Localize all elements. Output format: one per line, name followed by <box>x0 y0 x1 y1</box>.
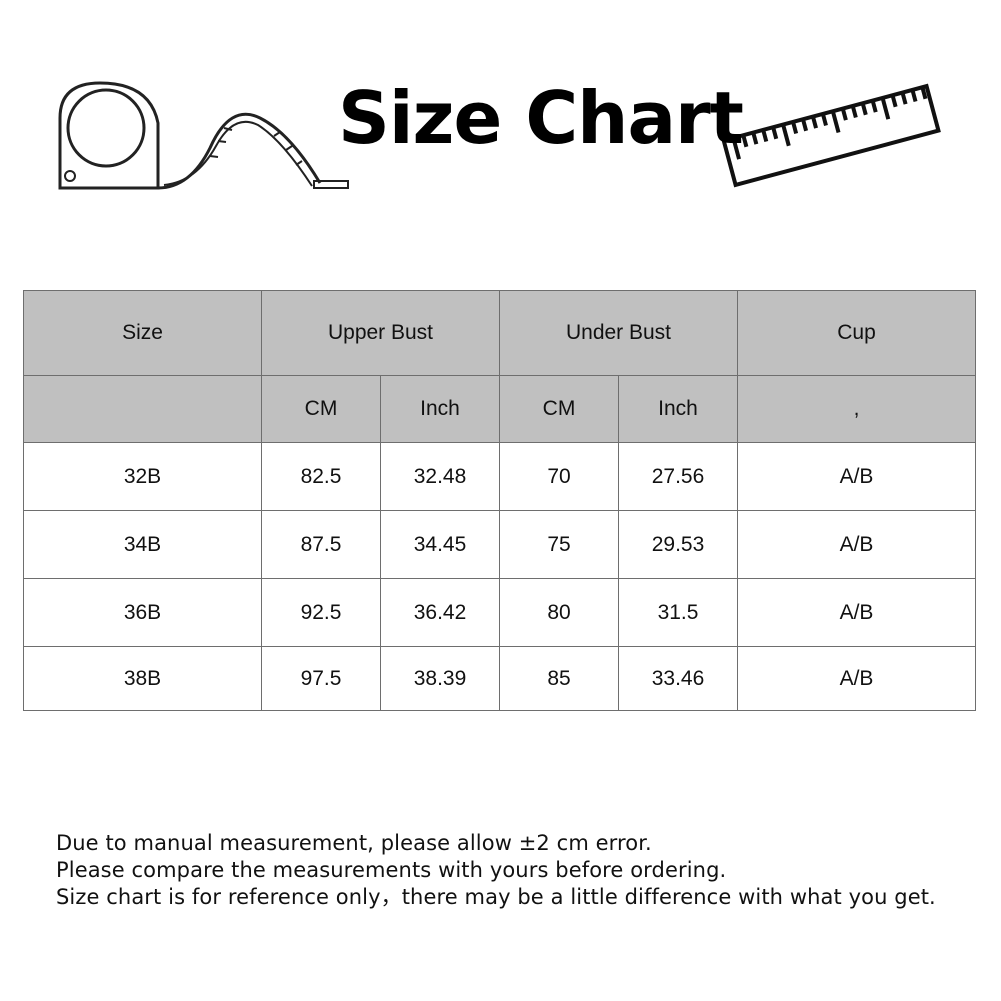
header-cup: Cup <box>737 290 976 376</box>
header-size: Size <box>23 290 262 376</box>
table-cell: 32B <box>23 442 262 511</box>
header-row: Size Upper Bust Under Bust Cup <box>23 290 976 376</box>
table-cell: 29.53 <box>618 510 738 579</box>
table-cell: 27.56 <box>618 442 738 511</box>
table-cell: 38.39 <box>380 646 500 711</box>
size-table: Size Upper Bust Under Bust Cup CM Inch C… <box>23 290 976 711</box>
table-cell: 34.45 <box>380 510 500 579</box>
table-cell: 82.5 <box>261 442 381 511</box>
table-cell: 85 <box>499 646 619 711</box>
table-cell: A/B <box>737 646 976 711</box>
notes: Due to manual measurement, please allow … <box>56 830 936 911</box>
subheader-inch: Inch <box>618 375 738 443</box>
table-cell: 80 <box>499 578 619 647</box>
subheader-row: CM Inch CM Inch , <box>23 375 976 443</box>
subheader-inch: Inch <box>380 375 500 443</box>
table-row: 38B 97.5 38.39 85 33.46 A/B <box>23 646 976 711</box>
note-line: Due to manual measurement, please allow … <box>56 831 652 855</box>
table-cell: A/B <box>737 510 976 579</box>
table-row: 36B 92.5 36.42 80 31.5 A/B <box>23 578 976 647</box>
table-cell: 36B <box>23 578 262 647</box>
table-cell: 32.48 <box>380 442 500 511</box>
subheader-empty <box>23 375 262 443</box>
header-under-bust: Under Bust <box>499 290 738 376</box>
note-line: Please compare the measurements with you… <box>56 858 727 882</box>
table-cell: 38B <box>23 646 262 711</box>
header-upper-bust: Upper Bust <box>261 290 500 376</box>
table-cell: A/B <box>737 578 976 647</box>
table-cell: 87.5 <box>261 510 381 579</box>
table-cell: A/B <box>737 442 976 511</box>
ruler-icon <box>721 83 941 188</box>
table-cell: 31.5 <box>618 578 738 647</box>
table-cell: 75 <box>499 510 619 579</box>
page-title: Size Chart <box>338 76 744 160</box>
note-line: Size chart is for reference only，there m… <box>56 885 936 909</box>
subheader-cm: CM <box>499 375 619 443</box>
table-cell: 33.46 <box>618 646 738 711</box>
table-cell: 97.5 <box>261 646 381 711</box>
subheader-cup: , <box>737 375 976 443</box>
table-cell: 70 <box>499 442 619 511</box>
subheader-cm: CM <box>261 375 381 443</box>
table-row: 34B 87.5 34.45 75 29.53 A/B <box>23 510 976 579</box>
table-cell: 36.42 <box>380 578 500 647</box>
tape-measure-icon <box>58 81 349 190</box>
table-row: 32B 82.5 32.48 70 27.56 A/B <box>23 442 976 511</box>
table-cell: 92.5 <box>261 578 381 647</box>
table-cell: 34B <box>23 510 262 579</box>
